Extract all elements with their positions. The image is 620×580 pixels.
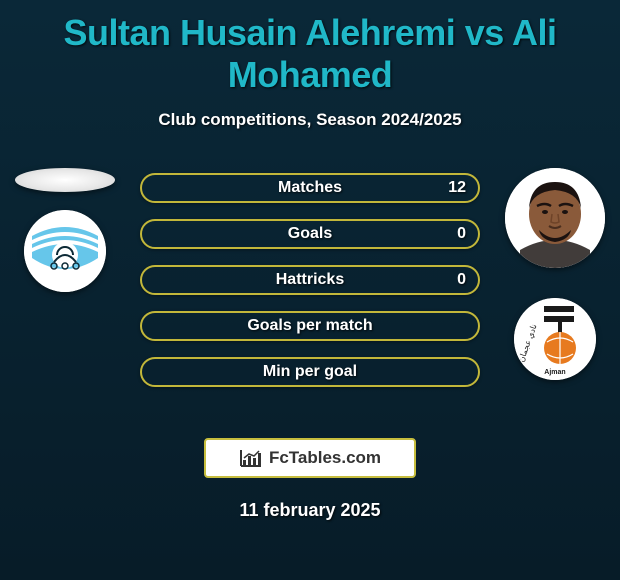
chart-icon: [239, 448, 263, 468]
footer-brand-badge: FcTables.com: [204, 438, 416, 478]
stat-value-right: 0: [457, 271, 466, 289]
stat-label: Matches: [278, 179, 342, 197]
left-player-photo: [15, 168, 115, 192]
page-title: Sultan Husain Alehremi vs Ali Mohamed: [0, 0, 620, 96]
stat-bar-matches: Matches 12: [140, 173, 480, 203]
right-club-icon: Ajman نادي عجمان: [514, 298, 596, 380]
stat-value-right: 12: [448, 179, 466, 197]
date-label: 11 february 2025: [0, 500, 620, 521]
stat-value-right: 0: [457, 225, 466, 243]
stat-bar-goals: Goals 0: [140, 219, 480, 249]
left-club-logo: [24, 210, 106, 292]
left-player-column: [10, 168, 120, 292]
right-player-photo: [505, 168, 605, 268]
stat-bar-mpg: Min per goal: [140, 357, 480, 387]
stat-bar-gpm: Goals per match: [140, 311, 480, 341]
comparison-content: Ajman نادي عجمان Matches 12 Goals 0 Hatt…: [0, 168, 620, 428]
stat-bars: Matches 12 Goals 0 Hattricks 0 Goals per…: [140, 173, 480, 403]
right-player-column: Ajman نادي عجمان: [500, 168, 610, 380]
right-player-icon: [505, 168, 605, 268]
stat-bar-hattricks: Hattricks 0: [140, 265, 480, 295]
stat-label: Min per goal: [263, 363, 357, 381]
stat-label: Goals per match: [247, 317, 372, 335]
page-subtitle: Club competitions, Season 2024/2025: [0, 110, 620, 130]
left-club-icon: [24, 210, 106, 292]
footer-brand-text: FcTables.com: [269, 448, 381, 468]
svg-text:Ajman: Ajman: [544, 369, 565, 376]
right-club-logo: Ajman نادي عجمان: [514, 298, 596, 380]
stat-label: Hattricks: [276, 271, 344, 289]
stat-label: Goals: [288, 225, 332, 243]
